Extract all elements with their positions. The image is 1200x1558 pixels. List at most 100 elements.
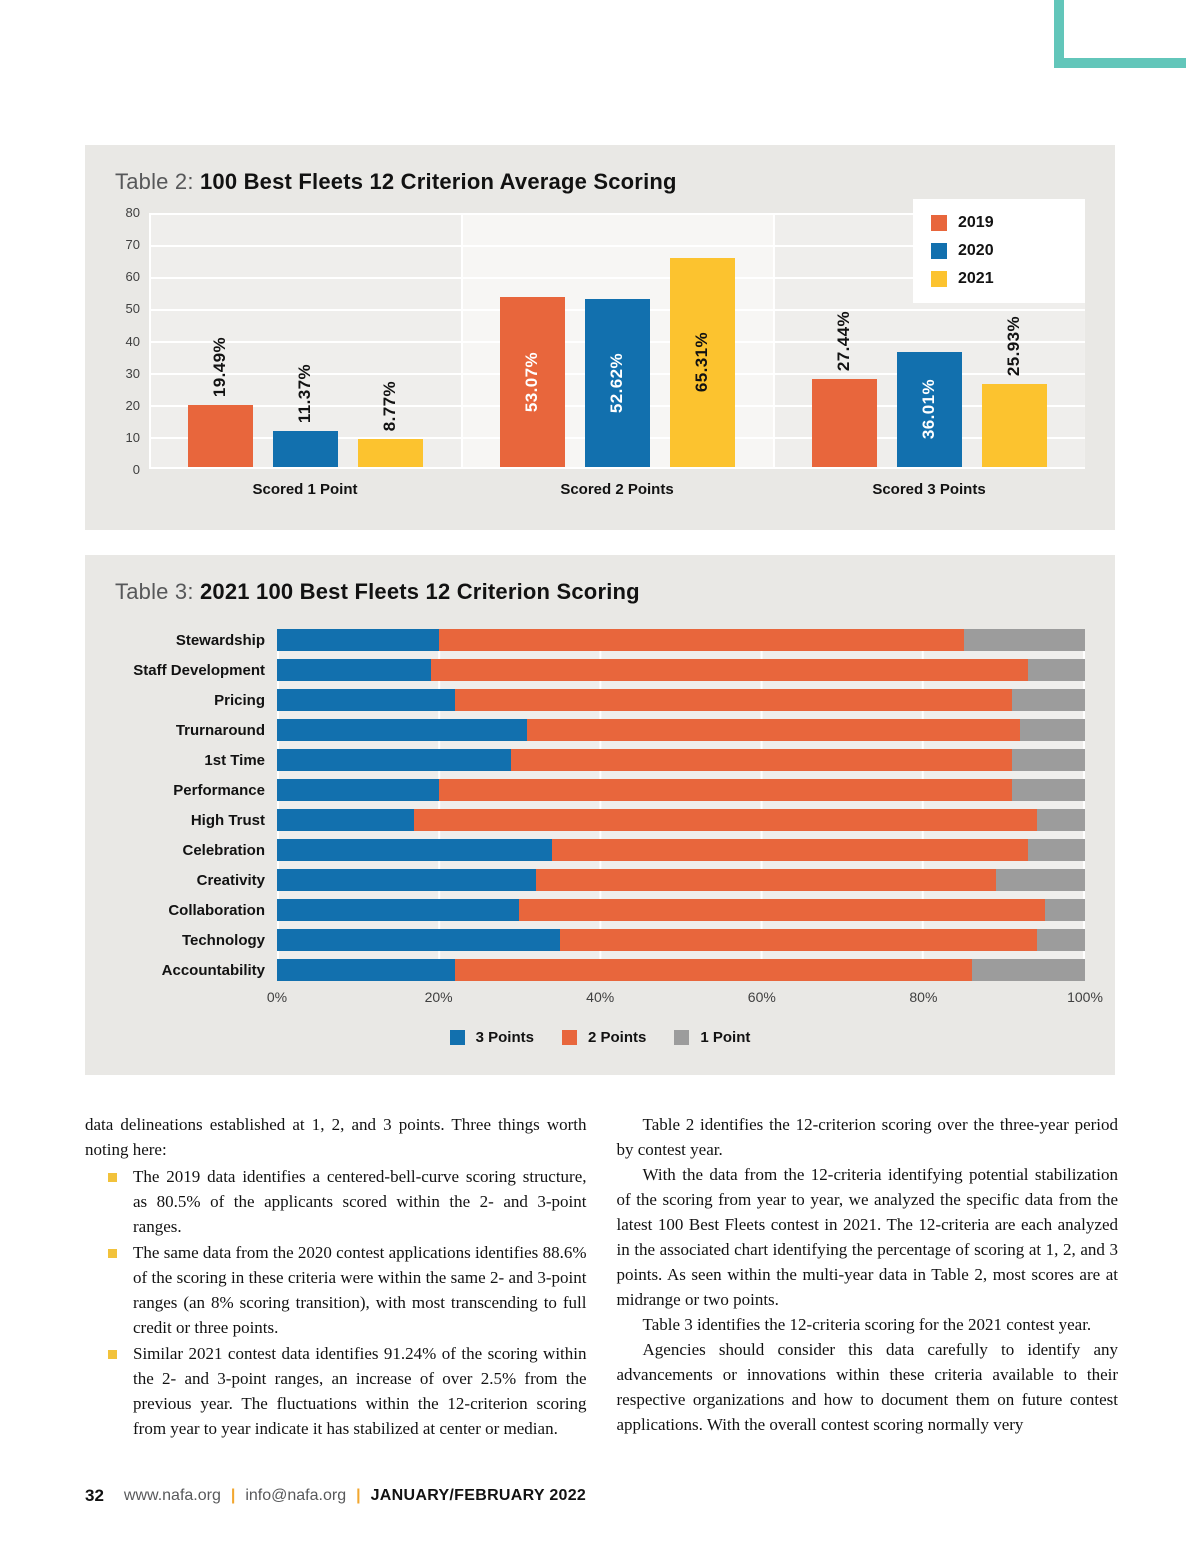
stacked-bar-row: High Trust (115, 809, 1085, 831)
category-label: High Trust (190, 811, 265, 829)
article-body: data delineations established at 1, 2, a… (85, 1113, 1118, 1442)
segment-2 Points (454, 689, 1013, 711)
stacked-bar (277, 809, 1085, 831)
bullet-item: Similar 2021 contest data identifies 91.… (85, 1342, 587, 1442)
segment-1 Point (1012, 779, 1085, 801)
category-label: Pricing (214, 691, 265, 709)
bar-value-label-wrap: 27.44% (812, 311, 877, 371)
table2-title-label: Table 2: (115, 169, 194, 194)
y-axis-ticks: 80 70 60 50 40 30 20 10 0 (115, 206, 149, 476)
legend-label: 2019 (958, 214, 994, 231)
segment-2 Points (430, 659, 1029, 681)
grouped-bar-chart: 80 70 60 50 40 30 20 10 0 19.49% 11.37% 8.77% 53.07… (115, 199, 1085, 498)
category-label: Technology (181, 931, 265, 949)
bar-group-2: 53.07% 52.62% 65.31% (461, 213, 773, 467)
legend-label: 2021 (958, 270, 994, 287)
stacked-bar (277, 719, 1085, 741)
segment-2 Points (519, 899, 1045, 921)
bar-slot: 52.62% (584, 213, 650, 467)
legend-swatch (931, 271, 947, 287)
legend-item-2 Points: 2 Points (561, 1029, 647, 1046)
segment-2 Points (527, 719, 1021, 741)
category-label: Performance (173, 781, 265, 799)
stacked-bar (277, 689, 1085, 711)
table3-title-label: Table 3: (115, 579, 194, 604)
bar-value-label: 53.07% (522, 351, 541, 413)
segment-3 Points (277, 779, 439, 801)
segment-1 Point (1036, 929, 1085, 951)
stacked-bar-row: Accountability (115, 959, 1085, 981)
x-tick: 100% (1067, 989, 1103, 1005)
bar-slot: 27.44% (811, 213, 877, 467)
stacked-bar-row: Performance (115, 779, 1085, 801)
bar-groups: 19.49% 11.37% 8.77% 53.07% 52.62% 65.31% 27.44… (149, 213, 1085, 467)
bar-value-label-wrap: 8.77% (358, 381, 423, 431)
segment-3 Points (277, 659, 431, 681)
stacked-bar (277, 749, 1085, 771)
table2-chart-panel: Table 2: 100 Best Fleets 12 Criterion Av… (85, 145, 1115, 530)
segment-2 Points (414, 809, 1037, 831)
legend-item-2019: 2019 (931, 214, 1065, 232)
bar-value-label: 52.62% (607, 352, 626, 414)
legend-item-3 Points: 3 Points (449, 1029, 534, 1046)
segment-2 Points (559, 929, 1037, 951)
right-column: Table 2 identifies the 12-criterion scor… (617, 1113, 1119, 1442)
bar-2021 (981, 384, 1047, 467)
paragraph: Agencies should consider this data caref… (616, 1339, 1119, 1434)
legend-label: 2 Points (587, 1029, 647, 1046)
legend-label: 1 Point (700, 1029, 751, 1046)
bar-value-label-wrap: 25.93% (982, 316, 1047, 376)
bar-slot: 11.37% (272, 213, 338, 467)
category-label: Collaboration (168, 901, 265, 919)
bar-2019 (811, 379, 877, 467)
stacked-bar (277, 899, 1085, 921)
paragraph: With the data from the 12-criteria ident… (616, 1164, 1119, 1309)
bullet-list: The 2019 data identifies a centered-bell… (85, 1165, 587, 1442)
legend-label: 2020 (958, 242, 994, 259)
bar-2021 (357, 439, 423, 467)
stacked-bar (277, 839, 1085, 861)
legend-item-2021: 2021 (931, 270, 1065, 288)
y-tick: 60 (125, 269, 140, 285)
bar-value-label: 36.01% (919, 379, 938, 440)
bar-2019 (187, 405, 253, 467)
bar-slot: 65.31% (669, 213, 735, 467)
segment-3 Points (277, 749, 512, 771)
bullet-item: The same data from the 2020 contest appl… (85, 1241, 587, 1341)
bar-slot: 53.07% (499, 213, 565, 467)
bar-group-3: 27.44% 36.01% 25.93% (773, 213, 1085, 467)
plot-area: Stewardship Staff Development Pricing Trurn… (115, 629, 1085, 981)
segment-3 Points (277, 809, 415, 831)
stacked-bar-row: Collaboration (115, 899, 1085, 921)
legend-label: 3 Points (475, 1029, 534, 1046)
category-label: Celebration (182, 841, 265, 859)
legend: 3 Points 2 Points 1 Point (115, 1029, 1085, 1046)
category-label: Stewardship (175, 631, 265, 649)
stacked-bar-row: Staff Development (115, 659, 1085, 681)
segment-1 Point (1020, 719, 1085, 741)
stacked-bar-row: Trurnaround (115, 719, 1085, 741)
page-number: 32 (85, 1486, 104, 1505)
table3-title-text: 2021 100 Best Fleets 12 Criterion Scorin… (199, 579, 640, 604)
email-address: info@nafa.org (245, 1487, 347, 1504)
legend: 2019 2020 2021 (913, 199, 1085, 303)
bar-slot: 19.49% (187, 213, 253, 467)
stacked-bar-row: Creativity (115, 869, 1085, 891)
segment-1 Point (1012, 749, 1085, 771)
bar-value-label-wrap: 19.49% (188, 337, 253, 397)
segment-3 Points (277, 959, 455, 981)
legend-swatch (449, 1030, 465, 1045)
stacked-bar-chart: Stewardship Staff Development Pricing Trurn… (115, 629, 1103, 1046)
issue-date: JANUARY/FEBRUARY 2022 (370, 1487, 587, 1504)
y-tick: 80 (125, 205, 140, 220)
segment-3 Points (277, 929, 560, 951)
paragraph: data delineations established at 1, 2, a… (85, 1115, 587, 1159)
bar-value-label: 19.49% (210, 336, 229, 397)
bar-2020: 52.62% (584, 299, 650, 467)
y-tick: 70 (125, 237, 140, 253)
legend-swatch (931, 215, 947, 231)
stacked-bar (277, 929, 1085, 951)
category-label: Accountability (161, 961, 265, 979)
footer-separator: | (230, 1487, 236, 1504)
segment-3 Points (277, 689, 455, 711)
